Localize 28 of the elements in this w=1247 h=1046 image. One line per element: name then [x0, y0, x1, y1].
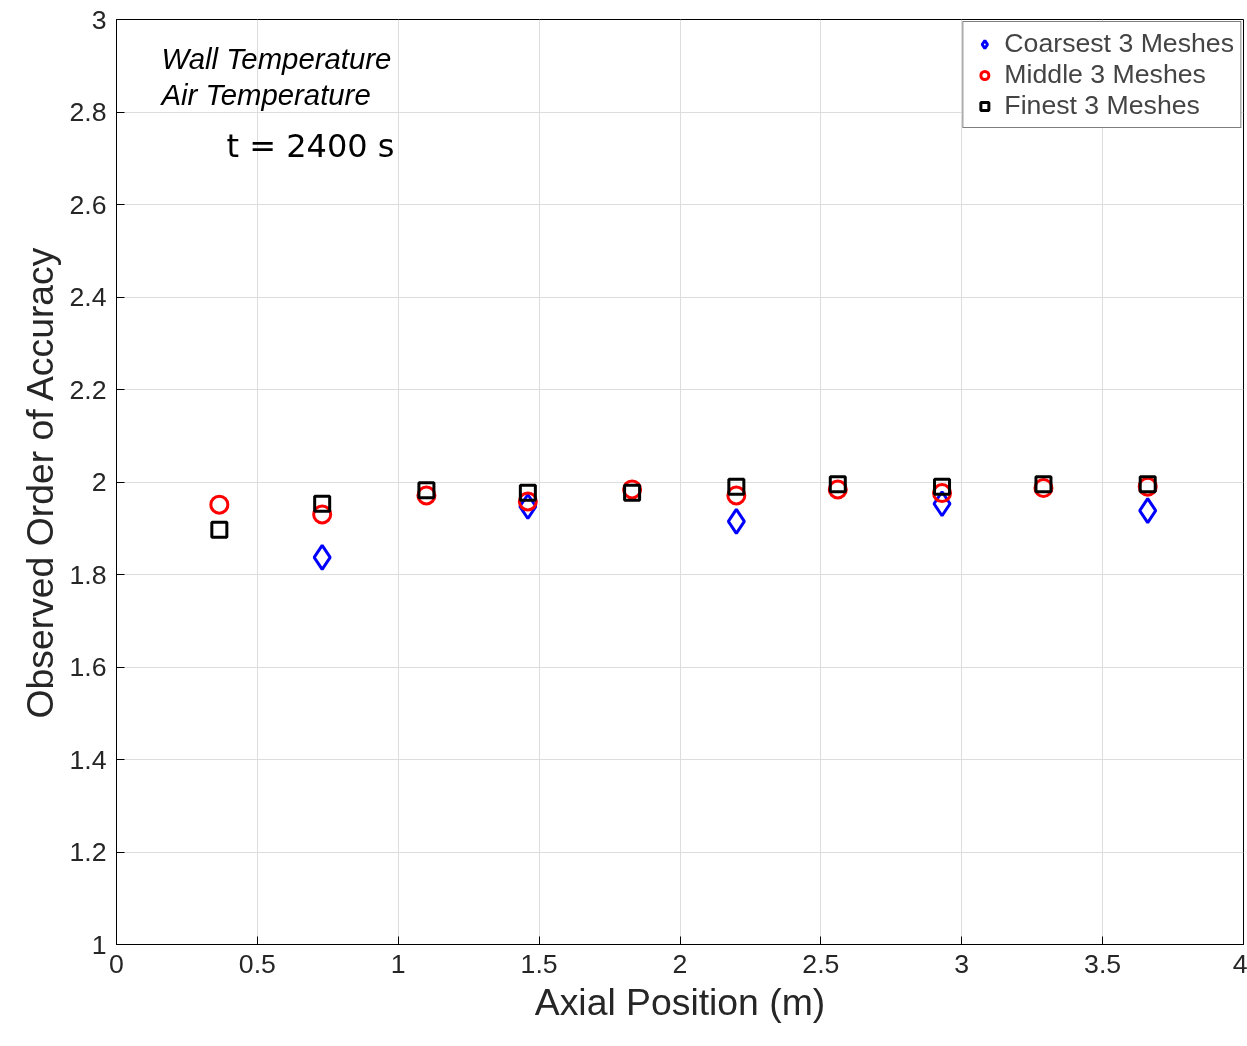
- x-axis-title: Axial Position (m): [534, 980, 826, 1023]
- y-tick-label: 1: [91, 929, 107, 960]
- x-tick-label: 1.5: [520, 948, 558, 979]
- y-tick-label: 2.6: [69, 189, 107, 220]
- x-tick-label: 4: [1232, 948, 1247, 979]
- y-tick-label: 2.4: [69, 282, 107, 312]
- x-tick-label: 2: [672, 948, 688, 979]
- y-tick-label: 1.4: [69, 744, 107, 775]
- y-tick-label: 2.8: [69, 97, 107, 127]
- legend-label: Middle 3 Meshes: [1004, 59, 1206, 90]
- x-tick-label: 0.5: [238, 948, 276, 979]
- y-tick-label: 1.2: [69, 837, 107, 867]
- x-tick-label: 0: [109, 948, 124, 979]
- y-tick-label: 2.2: [69, 374, 107, 405]
- annotation: Wall Temperature: [161, 41, 392, 75]
- x-tick-label: 2.5: [802, 948, 840, 979]
- x-tick-label: 3.5: [1084, 948, 1122, 979]
- annotation: t = 2400 s: [226, 126, 395, 165]
- x-tick-label: 1: [390, 948, 406, 979]
- y-tick-label: 1.6: [69, 652, 107, 682]
- y-tick-label: 3: [91, 4, 107, 35]
- y-tick-label: 1.8: [69, 559, 107, 590]
- y-axis-title: Observed Order of Accuracy: [19, 247, 62, 719]
- legend-label: Finest 3 Meshes: [1004, 90, 1200, 121]
- legend-label: Coarsest 3 Meshes: [1004, 28, 1234, 59]
- annotation: Air Temperature: [159, 77, 371, 111]
- y-tick-label: 2: [91, 467, 107, 497]
- x-tick-label: 3: [954, 948, 970, 979]
